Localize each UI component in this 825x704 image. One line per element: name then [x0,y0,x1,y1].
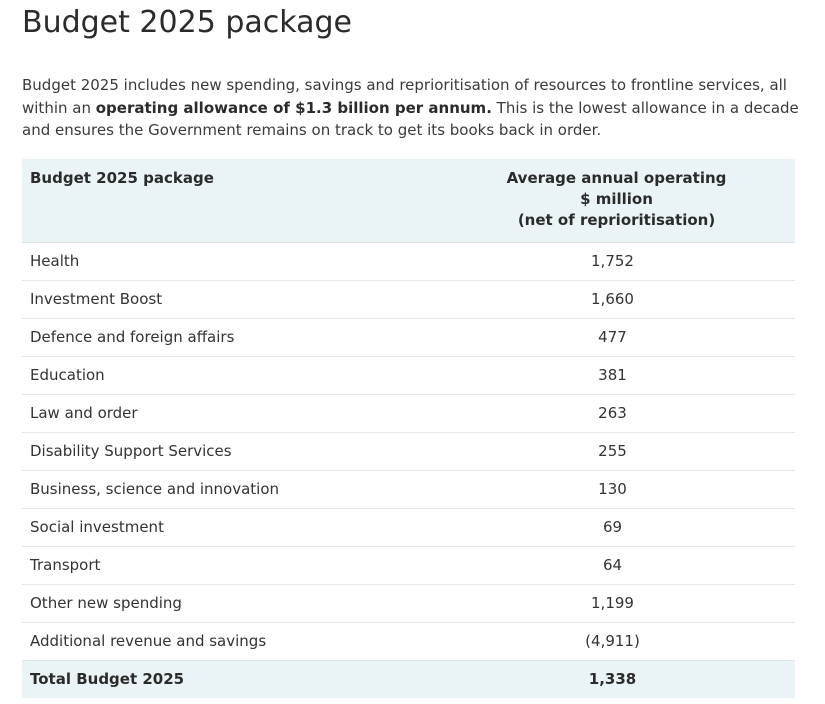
row-value: 69 [438,508,795,547]
row-value: (4,911) [438,622,795,661]
table-row: Defence and foreign affairs 477 [22,318,795,357]
budget-table: Budget 2025 package Average annual opera… [22,158,795,698]
intro-text-end: This is the lowest allowance in a decade… [22,98,799,140]
table-row: Other new spending 1,199 [22,584,795,623]
table-row: Business, science and innovation 130 [22,470,795,509]
row-name: Transport [22,546,438,585]
header-value-line-1: Average annual operating [506,168,727,187]
header-value-line-2: $ million [580,189,653,208]
table-row: Disability Support Services 255 [22,432,795,471]
total-value: 1,338 [438,660,795,698]
row-value: 1,199 [438,584,795,623]
row-name: Education [22,356,438,395]
row-name: Additional revenue and savings [22,622,438,661]
table-row: Additional revenue and savings (4,911) [22,622,795,661]
table-header: Budget 2025 package Average annual opera… [22,158,795,243]
row-name: Investment Boost [22,280,438,319]
table-row: Investment Boost 1,660 [22,280,795,319]
row-value: 255 [438,432,795,471]
table-row: Law and order 263 [22,394,795,433]
header-value-line-3: (net of reprioritisation) [517,210,716,229]
row-value: 130 [438,470,795,509]
table-row: Health 1,752 [22,242,795,281]
page-title: Budget 2025 package [22,5,352,40]
intro-text-bold: operating allowance of $1.3 billion per … [95,98,492,117]
header-average-annual-operating: Average annual operating $ million (net … [438,158,795,243]
row-name: Social investment [22,508,438,547]
intro-paragraph: Budget 2025 includes new spending, savin… [22,74,802,142]
intro-text-start: Budget 2025 includes new spending, savin… [22,76,787,117]
row-value: 263 [438,394,795,433]
table-row: Social investment 69 [22,508,795,547]
table-row: Transport 64 [22,546,795,585]
row-value: 1,660 [438,280,795,319]
row-name: Other new spending [22,584,438,623]
row-name: Health [22,242,438,281]
header-package: Budget 2025 package [22,158,438,243]
row-value: 64 [438,546,795,585]
row-name: Defence and foreign affairs [22,318,438,357]
total-row: Total Budget 2025 1,338 [22,660,795,698]
table-body: Health 1,752 Investment Boost 1,660 Defenc… [22,242,795,661]
table-footer: Total Budget 2025 1,338 [22,660,795,698]
table-header-row: Budget 2025 package Average annual opera… [22,158,795,243]
total-name: Total Budget 2025 [22,660,438,698]
row-name: Law and order [22,394,438,433]
row-value: 381 [438,356,795,395]
row-name: Disability Support Services [22,432,438,471]
row-name: Business, science and innovation [22,470,438,509]
table-row: Education 381 [22,356,795,395]
row-value: 477 [438,318,795,357]
row-value: 1,752 [438,242,795,281]
